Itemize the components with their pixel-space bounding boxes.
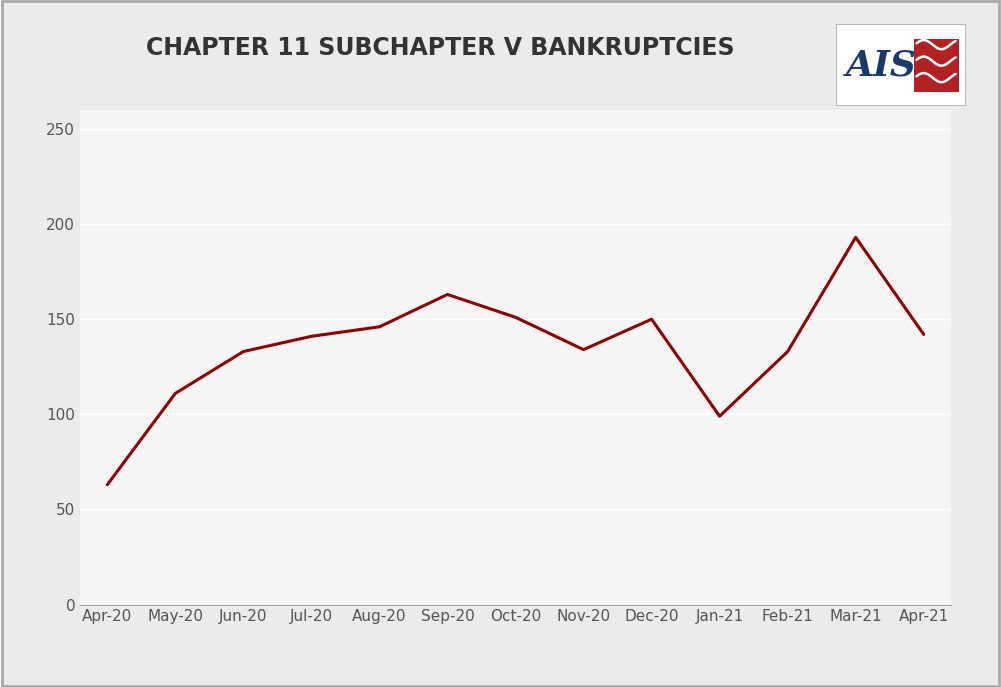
- Text: AIS: AIS: [846, 48, 917, 82]
- FancyBboxPatch shape: [836, 24, 966, 106]
- FancyBboxPatch shape: [914, 39, 959, 91]
- Text: CHAPTER 11 SUBCHAPTER V BANKRUPTCIES: CHAPTER 11 SUBCHAPTER V BANKRUPTCIES: [146, 36, 735, 60]
